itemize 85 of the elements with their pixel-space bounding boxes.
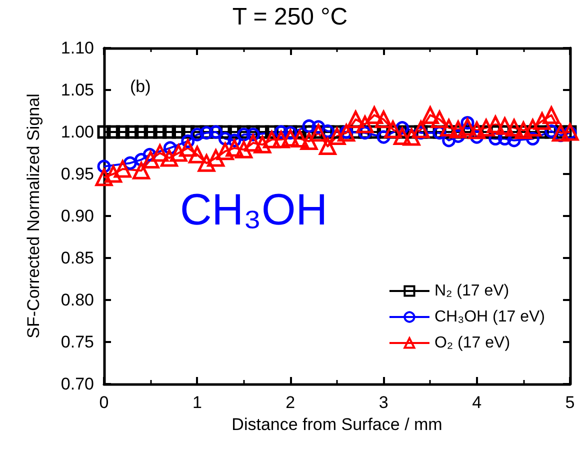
point [125, 125, 139, 139]
point [552, 124, 570, 142]
point [430, 110, 448, 128]
point [235, 140, 253, 158]
point [272, 130, 290, 148]
point [477, 119, 495, 137]
point [458, 118, 476, 136]
point [496, 117, 514, 135]
point [533, 112, 551, 130]
x-tick-label: 3 [378, 393, 388, 412]
y-tick-label: 1.05 [60, 80, 94, 100]
point [542, 106, 560, 124]
y-tick-label: 1.00 [60, 122, 94, 142]
point [114, 160, 132, 178]
legend-label: N₂ (17 eV) [434, 282, 510, 300]
point [170, 144, 188, 162]
y-tick-label: 0.80 [60, 290, 94, 310]
point [421, 106, 439, 124]
point [132, 162, 150, 180]
x-axis-title: Distance from Surface / mm [232, 415, 442, 434]
point [104, 165, 122, 183]
point [237, 128, 251, 142]
point [218, 132, 232, 146]
point [153, 125, 167, 139]
x-tick-label: 4 [472, 393, 482, 412]
point [384, 120, 402, 138]
point [356, 116, 374, 134]
point [144, 125, 158, 139]
y-tick-label: 0.75 [60, 332, 94, 352]
point [226, 139, 244, 157]
point [179, 139, 197, 157]
point [282, 129, 300, 147]
point [95, 168, 113, 186]
point [188, 146, 206, 164]
point [393, 127, 411, 145]
point [486, 116, 504, 134]
point [106, 125, 120, 139]
point [302, 119, 316, 133]
point [514, 122, 532, 140]
x-tick-label: 1 [192, 393, 202, 412]
x-tick-label: 5 [565, 393, 575, 412]
point [134, 125, 148, 139]
point [172, 125, 186, 139]
point [366, 106, 384, 124]
point [402, 128, 420, 146]
point [440, 119, 458, 137]
point [374, 110, 392, 128]
point [328, 127, 346, 145]
y-tick-label: 0.85 [60, 248, 94, 268]
point [300, 132, 318, 150]
point [97, 125, 111, 139]
x-tick-label: 0 [99, 393, 109, 412]
y-tick-label: 0.90 [60, 206, 94, 226]
point [263, 130, 281, 148]
point [468, 122, 486, 140]
point [290, 130, 308, 148]
point [346, 110, 364, 128]
point [338, 124, 356, 142]
point [310, 124, 328, 142]
point [318, 138, 336, 156]
y-axis-title: SF-Corrected Normalized Signal [24, 94, 43, 338]
point [142, 150, 160, 168]
point [216, 142, 234, 160]
point [162, 125, 176, 139]
point [160, 149, 178, 167]
point [449, 120, 467, 138]
chart-title: T = 250 °C [232, 4, 348, 30]
annotation: (b) [130, 77, 151, 96]
point [412, 120, 430, 138]
legend-label: O₂ (17 eV) [434, 334, 510, 352]
point [207, 149, 225, 167]
point [505, 119, 523, 137]
point [151, 144, 169, 162]
y-tick-label: 1.10 [60, 38, 94, 58]
point [244, 134, 262, 152]
point [198, 154, 216, 172]
x-tick-label: 2 [286, 393, 296, 412]
legend-label: CH₃OH (17 eV) [434, 308, 546, 326]
point [524, 119, 542, 137]
annotation: CH₃OH [180, 186, 328, 234]
y-tick-label: 0.95 [60, 164, 94, 184]
point [254, 136, 272, 154]
point [190, 128, 204, 142]
point [116, 125, 130, 139]
y-tick-label: 0.70 [60, 374, 94, 394]
